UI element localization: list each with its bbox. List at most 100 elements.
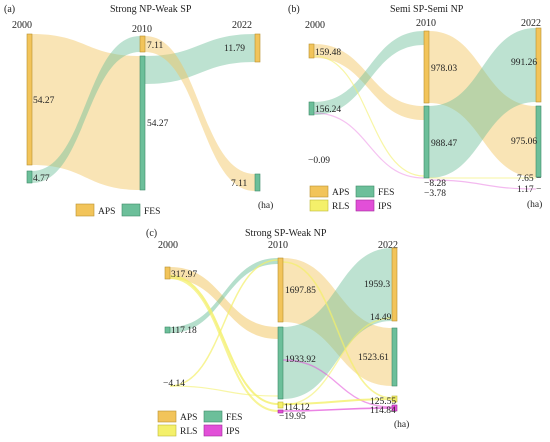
panel-b-letter: (b) [288, 4, 300, 15]
panel-a-year-2022: 2022 [232, 20, 252, 31]
panel-c-letter: (c) [146, 228, 157, 239]
panel-c-legend-aps-swatch [157, 410, 177, 423]
panel-b-2022-aps-node [535, 27, 542, 103]
panel-a-2000-aps-value: 54.27 [33, 96, 55, 106]
panel-c-legend-aps-label: APS [180, 413, 197, 423]
panel-b-year-2010: 2010 [416, 18, 436, 29]
panel-c-flow-2010-rls-to-2022-aps [282, 317, 393, 406]
panel-b-legend-rls-label: RLS [332, 202, 349, 212]
panel-c-2022-fes-value: 1523.61 [358, 353, 389, 363]
panel-b-flow-2000-aps-to-2010-fes [314, 44, 424, 120]
panel-a-2000-fes-value: 4.77 [33, 174, 50, 184]
panel-c-2010-rls-value: 114.12 [284, 403, 310, 413]
panel-c-flow-2000-aps-to-2010-ips [169, 277, 279, 412]
panel-b-legend-ips-swatch [355, 199, 375, 212]
panel-b-legend-rls-swatch [309, 199, 329, 212]
panel-b-2000-fes-node [308, 101, 315, 116]
panel-c-2022-fes-node [391, 327, 398, 387]
panel-c-2010-fes-value: 1933.92 [285, 355, 316, 365]
panel-b-2010-fes-value: 988.47 [431, 139, 457, 149]
panel-b-flow-2000-aps-to-rls [313, 55, 425, 177]
panel-c-2022-aps-node [391, 247, 398, 322]
panel-c-2000-aps-value: 317.97 [171, 270, 197, 280]
panel-a-legend-fes-label: FES [144, 207, 160, 217]
panel-b-legend-ips-label: IPS [378, 202, 392, 212]
panel-a-2000-aps-node [26, 33, 33, 166]
panel-c-flow-2010-aps-to-2022-fes [283, 258, 392, 386]
panel-b-2010-aps-value: 978.03 [431, 64, 457, 74]
panel-a-letter: (a) [4, 4, 15, 15]
panel-b-flow-2010-fes-to-2022-aps [429, 28, 536, 178]
panel-c-year-2022: 2022 [378, 240, 398, 251]
panel-b-2022-fes-value: 975.06 [511, 137, 537, 147]
panel-b-flow-2000-fes-to-2010-aps [314, 31, 424, 115]
panel-a-year-2010: 2010 [132, 24, 152, 35]
panel-a-unit: (ha) [258, 200, 273, 211]
panel-b-flow-2000-fes-to-ips [313, 112, 425, 179]
panel-a-2022-aps-value: 11.79 [224, 44, 245, 54]
panel-a-2010-fes-node [139, 55, 146, 191]
panel-b-title: Semi SP-Semi NP [390, 4, 464, 15]
panel-c-2010-fes-node [277, 326, 284, 400]
panel-b-legend-aps-swatch [309, 185, 329, 198]
panel-c: (c) Strong SP-Weak NP 2000 2010 2022 317… [146, 228, 409, 437]
panel-b-2022-fes-node [535, 105, 542, 178]
panel-c-2000-fes-value: 117.18 [171, 326, 197, 336]
panel-a-flow-2010-aps-to-2022-fes [145, 36, 255, 191]
panel-c-year-2010: 2010 [268, 240, 288, 251]
panel-a-2022-fes-node [254, 173, 261, 192]
panel-c-flow-2000-aps-to-2010-fes [170, 267, 278, 339]
panel-b-year-2000: 2000 [305, 20, 325, 31]
panel-c-2022-ips-value: 114.84 [370, 406, 396, 416]
panel-c-year-2000: 2000 [158, 240, 178, 251]
panel-b-2010-aps-node [423, 30, 430, 104]
panel-c-legend-rls-swatch [157, 424, 177, 437]
panel-c-flow-2000-aps-to-2010-rls [169, 275, 279, 405]
panel-a-2010-fes-value: 54.27 [147, 119, 169, 129]
panel-c-2000-rls-value: −4.14 [163, 379, 185, 389]
panel-b-unit: (ha) [527, 199, 542, 210]
panel-a-flow-aps-to-fes [32, 34, 140, 190]
panel-b-2022-ips-value: 1.17 − [517, 185, 541, 195]
panel-a: (a) Strong NP-Weak SP 2000 2010 2022 54.… [4, 4, 273, 217]
panel-b-year-2022: 2022 [521, 18, 541, 29]
panel-c-flow-2010-fes-to-2022-ips [282, 359, 393, 408]
panel-b-legend-aps-label: APS [332, 188, 349, 198]
panel-c-2000-aps-node [164, 266, 171, 280]
panel-b-legend-fes-swatch [355, 185, 375, 198]
panel-c-flow-2010-aps-to-2022-rls [282, 261, 393, 399]
panel-c-legend-fes-swatch [203, 410, 223, 423]
panel-b-flow-2010-ips-to-2022 [428, 179, 537, 190]
panel-a-2000-fes-node [26, 170, 33, 184]
panel-a-2022-fes-value: 7.11 [231, 179, 248, 189]
panel-b-2000-aps-value: 159.48 [315, 48, 341, 58]
panel-b-legend-fes-label: FES [378, 188, 394, 198]
panel-b-2000-fes-value: 156.24 [315, 105, 341, 115]
panel-a-2010-aps-value: 7.11 [147, 41, 164, 51]
panel-a-flow-fes-to-aps [32, 36, 140, 183]
panel-b-flow-2010-aps-to-2022-fes [429, 31, 536, 177]
panel-c-flow-2010-fes-to-2022-aps [283, 248, 392, 399]
panel-b-2022-aps-value: 991.26 [511, 58, 537, 68]
panel-c-flow-2000-rls-to-2010-fes [169, 385, 279, 397]
panel-b-2010-ips-value: −3.78 [424, 189, 446, 199]
panel-c-2022-ips-node [391, 404, 398, 412]
panel-c-legend-ips-label: IPS [226, 427, 240, 437]
panel-b: (b) Semi SP-Semi NP 2000 2010 2022 159.4… [288, 4, 542, 212]
panel-c-legend-ips-swatch [203, 424, 223, 437]
panel-c-2010-ips-value: −19.95 [279, 412, 306, 422]
panel-b-2010-fes-node [423, 105, 430, 179]
panel-b-2010-rls-value: −8.28 [424, 179, 446, 189]
panel-c-2010-ips-node [277, 409, 284, 414]
panel-c-2010-aps-value: 1697.85 [285, 286, 316, 296]
panel-c-2000-fes-node [164, 326, 171, 334]
panel-c-flow-2010-ips-to-2022-ips [282, 407, 393, 412]
panel-a-legend-fes-swatch [121, 203, 141, 217]
panel-c-2010-aps-node [277, 257, 284, 323]
panel-c-2022-rls-node [391, 395, 398, 403]
panel-c-2010-rls-node [277, 401, 284, 409]
panel-a-flow-2010-fes-to-2022-aps [145, 34, 255, 84]
panel-a-legend-aps-swatch [75, 203, 95, 217]
panel-c-2022-small-value: 14.49 [370, 313, 392, 323]
